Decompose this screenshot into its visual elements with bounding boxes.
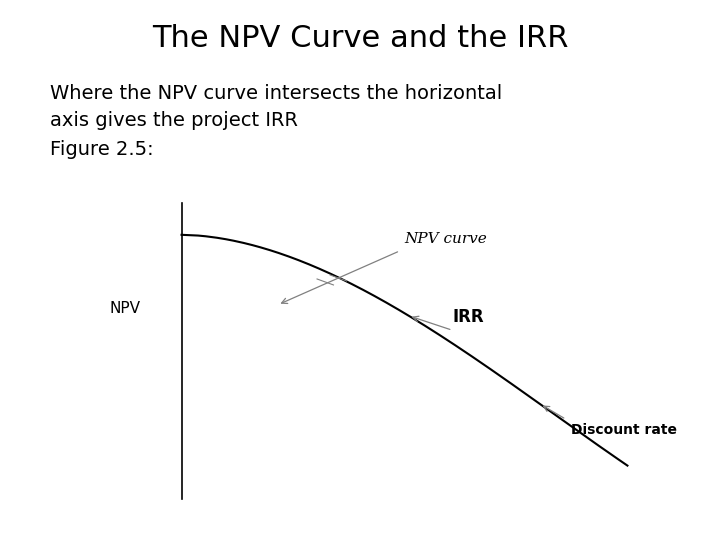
Text: axis gives the project IRR: axis gives the project IRR xyxy=(50,111,298,130)
Text: Where the NPV curve intersects the horizontal: Where the NPV curve intersects the horiz… xyxy=(50,84,503,103)
Text: NPV curve: NPV curve xyxy=(405,232,487,246)
Text: Figure 2.5:: Figure 2.5: xyxy=(50,140,154,159)
Text: IRR: IRR xyxy=(453,308,484,326)
Text: The NPV Curve and the IRR: The NPV Curve and the IRR xyxy=(152,24,568,53)
Text: NPV: NPV xyxy=(109,301,140,315)
Text: Discount rate: Discount rate xyxy=(570,423,677,437)
